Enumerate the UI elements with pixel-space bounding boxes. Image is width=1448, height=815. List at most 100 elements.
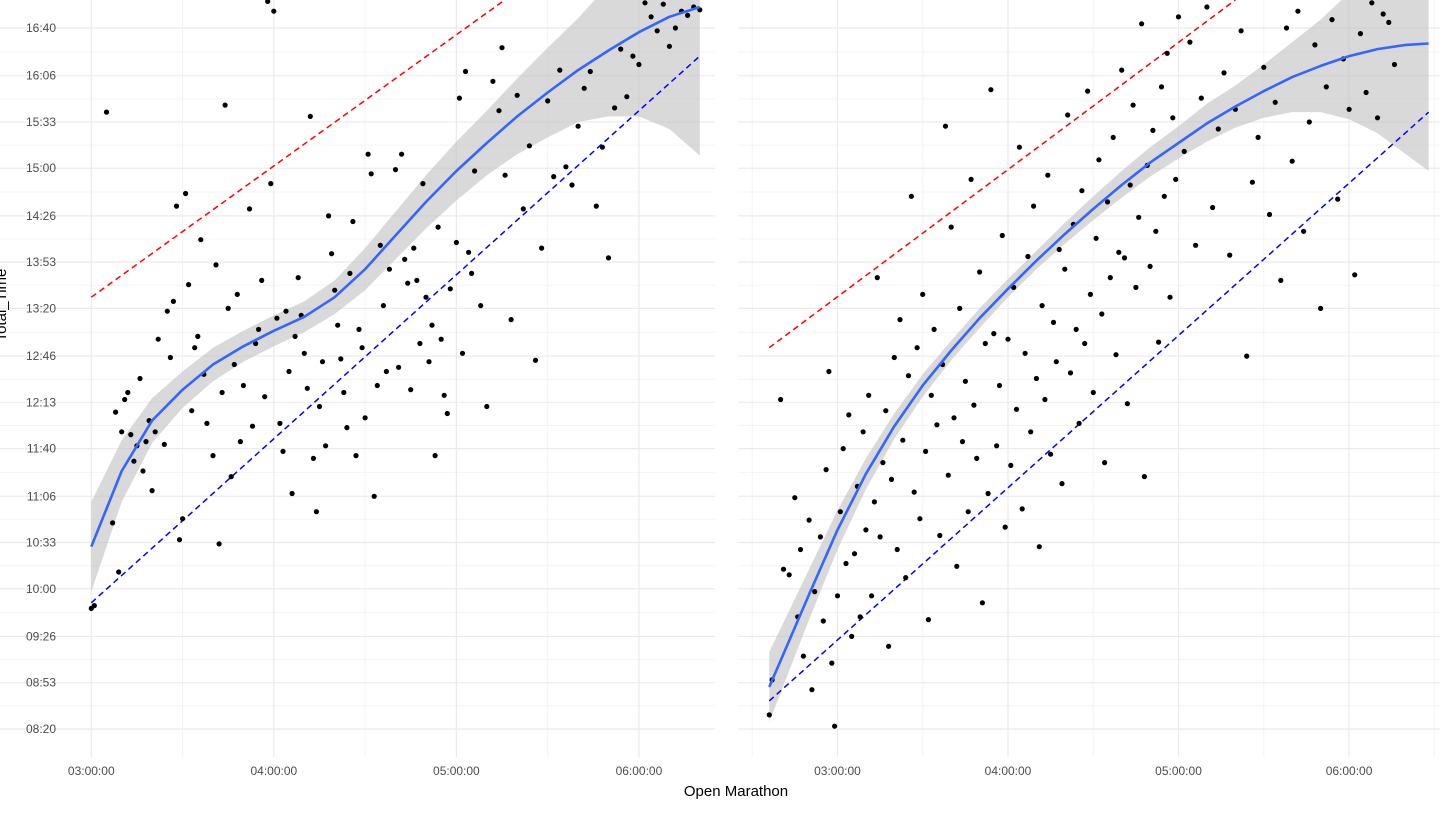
data-point	[1121, 255, 1128, 261]
confidence-ribbon	[91, 0, 700, 592]
data-point	[131, 458, 137, 464]
data-point	[1031, 203, 1037, 209]
data-point	[648, 14, 654, 20]
data-point	[1386, 19, 1392, 25]
data-point	[1073, 326, 1079, 332]
data-point	[883, 408, 889, 414]
data-point	[502, 172, 508, 178]
data-point	[344, 425, 350, 431]
data-point	[968, 176, 974, 182]
data-point	[405, 280, 411, 286]
data-point	[843, 560, 849, 567]
data-point	[1346, 106, 1352, 112]
data-point	[1272, 99, 1278, 105]
data-point	[402, 256, 408, 262]
data-point	[1050, 319, 1057, 325]
data-point	[453, 239, 459, 246]
y-tick-label: 08:53	[26, 676, 56, 690]
data-point	[164, 308, 170, 314]
data-point	[860, 429, 866, 435]
data-point	[672, 25, 679, 31]
data-point	[654, 28, 660, 34]
data-point	[545, 98, 551, 104]
data-point	[438, 336, 444, 342]
data-point	[1391, 61, 1398, 68]
x-axis-title: Open Marathon	[684, 783, 788, 800]
data-point	[180, 516, 186, 522]
data-point	[496, 108, 502, 114]
data-point	[877, 534, 883, 540]
data-point	[832, 723, 838, 729]
y-tick-label: 09:26	[26, 629, 56, 643]
data-point	[1175, 14, 1182, 20]
data-point	[1329, 17, 1335, 23]
data-point	[526, 143, 533, 149]
data-point	[1033, 375, 1039, 382]
data-point	[1022, 350, 1028, 356]
data-point	[414, 277, 420, 283]
data-point	[1150, 127, 1156, 133]
data-point	[374, 382, 380, 389]
data-point	[1210, 204, 1216, 211]
data-point	[817, 534, 824, 540]
data-point	[444, 410, 450, 417]
lower-reference-line	[768, 111, 1430, 702]
data-point	[934, 422, 940, 428]
data-point	[806, 517, 812, 523]
data-point	[593, 203, 599, 209]
data-point	[605, 255, 612, 261]
data-point	[1147, 263, 1153, 269]
data-point	[198, 237, 204, 243]
data-point	[399, 151, 405, 157]
data-point	[1059, 481, 1065, 487]
data-point	[630, 53, 636, 59]
data-point	[792, 495, 798, 501]
y-tick-label: 13:53	[26, 255, 56, 269]
data-point	[423, 294, 429, 300]
y-tick-label: 11:40	[27, 442, 56, 456]
data-point	[925, 617, 932, 623]
data-point	[948, 224, 954, 230]
data-point	[520, 206, 526, 212]
data-point	[1096, 157, 1102, 163]
data-point	[1266, 211, 1273, 218]
data-point	[1045, 172, 1051, 178]
data-point	[1127, 182, 1133, 188]
data-point	[356, 326, 362, 332]
data-point	[222, 102, 228, 108]
data-point	[170, 298, 176, 304]
data-point	[612, 105, 618, 111]
data-point	[1099, 311, 1105, 317]
data-point	[301, 350, 307, 356]
data-point	[246, 206, 253, 212]
data-point	[1139, 21, 1145, 27]
data-point	[871, 499, 878, 505]
data-point	[979, 600, 986, 606]
data-point	[432, 453, 438, 459]
axis-ticks: 03:00:00 04:00:00 05:00:00 06:00:00 03:00:00…	[26, 21, 1373, 778]
y-tick-label: 15:00	[26, 161, 56, 175]
data-point	[900, 437, 906, 443]
data-point	[140, 468, 146, 474]
data-point	[914, 345, 920, 351]
data-point	[1065, 112, 1071, 118]
data-point	[977, 269, 983, 275]
data-point	[786, 572, 792, 578]
data-point	[240, 382, 246, 389]
data-point	[329, 251, 335, 257]
data-point	[362, 415, 368, 421]
data-point	[249, 423, 256, 429]
data-point	[195, 333, 201, 339]
data-point	[965, 509, 971, 515]
data-point	[365, 151, 371, 157]
data-point	[1090, 389, 1096, 396]
data-point	[618, 46, 624, 52]
data-point	[204, 420, 210, 426]
data-point	[1002, 524, 1008, 530]
data-point	[304, 385, 310, 391]
data-point	[234, 291, 240, 297]
data-point	[161, 441, 167, 447]
y-tick-label: 16:06	[26, 69, 56, 83]
data-point	[1133, 284, 1139, 290]
data-point	[119, 429, 125, 435]
